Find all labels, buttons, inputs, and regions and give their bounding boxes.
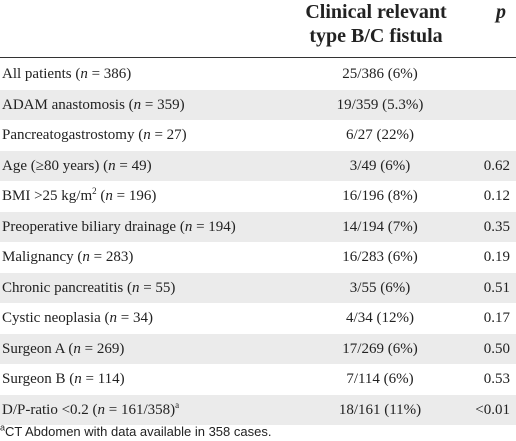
row-label-text: D/P-ratio <0.2 ( [2,401,98,418]
row-fistula-value: 19/359 (5.3%) [336,96,424,113]
row-label-tail: = 196) [112,188,157,204]
row-p-value: <0.01 [475,401,510,418]
table-row: Malignancy (n = 283) 16/283 (6%) 0.19 [0,242,516,273]
row-label: D/P-ratio <0.2 (n = 161/358)a [2,395,179,425]
header-p-value: p [496,1,506,23]
row-fistula-value: 3/49 (6%) [349,157,411,174]
row-label: Surgeon A (n = 269) [2,334,124,364]
row-label: BMI >25 kg/m2 (n = 196) [2,181,156,211]
row-label-tail: = 49) [115,157,152,174]
row-fistula-value: 4/34 (12%) [346,310,414,326]
row-p-value: 0.35 [483,218,510,235]
header-fistula-line2: type B/C fistula [309,25,443,47]
row-fistula-value: 25/386 (6%) [342,66,418,82]
row-n-symbol: n [184,218,193,235]
row-p-value: 0.50 [483,340,510,357]
table-row: All patients (n = 386) 25/386 (6%) [0,59,516,90]
table-row: Preoperative biliary drainage (n = 194) 1… [0,211,516,242]
results-table: Clinical relevant type B/C fistula p All… [0,0,516,425]
row-label-tail: = 283) [89,249,134,265]
row-label-tail: = 386) [87,66,132,82]
row-p-value: 0.12 [483,188,510,204]
row-fistula-value: 14/194 (7%) [342,218,418,235]
row-label: Cystic neoplasia (n = 34) [2,303,153,333]
row-label-mid: ( [96,188,106,204]
row-label-text: All patients ( [2,66,81,82]
footnote-text: CT Abdomen with data available in 358 ca… [5,424,272,439]
header-fistula-line1: Clinical relevant [305,1,447,23]
row-footnote-mark: a [175,399,180,410]
row-p-value: 0.17 [483,310,510,326]
row-n-symbol: n [73,340,81,357]
table-body: All patients (n = 386) 25/386 (6%) ADAM an… [0,59,516,425]
row-n-symbol: n [97,401,106,418]
row-label-text: Cystic neoplasia ( [2,310,110,326]
row-label-text: ADAM anastomosis ( [2,96,134,113]
row-fistula-value: 16/196 (8%) [342,188,418,204]
row-label-superscript: 2 [92,186,97,196]
table-row: Pancreatogastrostomy (n = 27) 6/27 (22%) [0,120,516,151]
table-row: Surgeon A (n = 269) 17/269 (6%) 0.50 [0,333,516,364]
row-fistula-value: 6/27 (22%) [346,127,414,143]
table-header: Clinical relevant type B/C fistula p [0,0,516,56]
row-n-symbol: n [109,310,117,326]
table-row: Cystic neoplasia (n = 34) 4/34 (12%) 0.17 [0,303,516,334]
row-label-tail: = 161/358) [105,401,176,418]
row-label-tail: = 194) [192,218,236,235]
row-n-symbol: n [143,127,151,143]
footnote-mark: a [0,422,6,433]
row-p-value: 0.51 [483,279,510,296]
row-label: Malignancy (n = 283) [2,242,133,272]
table-row: ADAM anastomosis (n = 359) 19/359 (5.3%) [0,89,516,120]
row-label-tail: = 269) [80,340,125,357]
row-n-symbol: n [105,188,113,204]
row-label: Chronic pancreatitis (n = 55) [2,273,175,303]
table-row: Surgeon B (n = 114) 7/114 (6%) 0.53 [0,364,516,395]
row-n-symbol: n [133,96,142,113]
table-row: Age (≥80 years) (n = 49) 3/49 (6%) 0.62 [0,150,516,181]
table-row: Chronic pancreatitis (n = 55) 3/55 (6%) 0.… [0,272,516,303]
row-n-symbol: n [131,279,140,296]
row-label: Age (≥80 years) (n = 49) [2,151,152,181]
row-label-text: Age (≥80 years) ( [2,157,109,174]
row-label-tail: = 55) [139,279,176,296]
row-p-value: 0.19 [483,249,510,265]
row-label: Pancreatogastrostomy (n = 27) [2,120,187,150]
row-p-value: 0.53 [483,371,510,387]
row-label: Surgeon B (n = 114) [2,364,125,394]
header-rule [0,57,516,58]
row-label-text: Surgeon A ( [2,340,74,357]
row-fistula-value: 7/114 (6%) [346,371,414,387]
row-label-tail: = 34) [116,310,153,326]
table-row: D/P-ratio <0.2 (n = 161/358)a 18/161 (11%… [0,394,516,425]
row-label-text: Chronic pancreatitis ( [2,279,132,296]
row-label-text: Malignancy ( [2,249,83,265]
row-label-text: Pancreatogastrostomy ( [2,127,144,143]
row-n-symbol: n [74,371,82,387]
row-label-tail: = 114) [81,371,125,387]
row-fistula-value: 18/161 (11%) [338,401,422,418]
row-label: Preoperative biliary drainage (n = 194) [2,212,236,242]
row-n-symbol: n [80,66,88,82]
header-fistula: Clinical relevant type B/C fistula [286,0,466,48]
row-label: ADAM anastomosis (n = 359) [2,90,185,120]
row-n-symbol: n [108,157,116,174]
row-label-text: Surgeon B ( [2,371,75,387]
row-n-symbol: n [82,249,90,265]
row-label: All patients (n = 386) [2,59,131,89]
row-p-value: 0.62 [483,157,510,174]
row-label-text: BMI >25 kg/m [2,188,93,204]
row-fistula-value: 16/283 (6%) [342,249,418,265]
row-label-text: Preoperative biliary drainage ( [2,218,185,235]
row-fistula-value: 17/269 (6%) [342,340,418,357]
row-fistula-value: 3/55 (6%) [349,279,411,296]
table-row: BMI >25 kg/m2 (n = 196) 16/196 (8%) 0.12 [0,181,516,212]
row-label-tail: = 359) [141,96,185,113]
footnote: aCT Abdomen with data available in 358 c… [0,422,272,439]
row-label-tail: = 27) [150,127,187,143]
